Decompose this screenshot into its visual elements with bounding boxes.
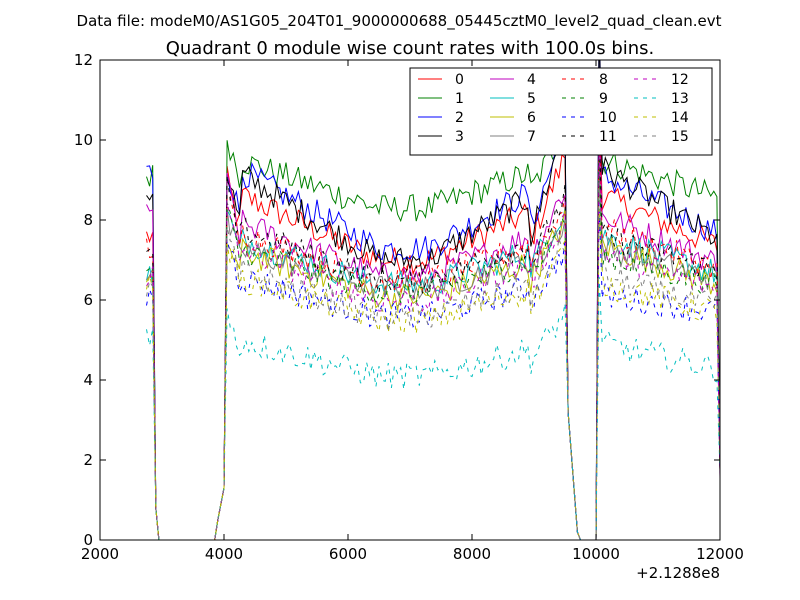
series-line-10 xyxy=(146,203,720,540)
x-tick-label: 8000 xyxy=(453,545,491,563)
series-line-12 xyxy=(146,152,720,540)
legend-label-8: 8 xyxy=(599,72,608,88)
y-tick-label: 4 xyxy=(83,371,93,389)
y-tick-label: 12 xyxy=(74,51,93,69)
series-line-13 xyxy=(146,276,720,540)
series-line-15 xyxy=(146,182,720,540)
series-layer xyxy=(146,60,720,540)
y-tick-label: 2 xyxy=(83,451,93,469)
legend-label-15: 15 xyxy=(671,129,689,145)
legend-frame xyxy=(409,67,713,156)
figure-suptitle: Data file: modeM0/AS1G05_204T01_90000006… xyxy=(77,12,722,31)
series-line-8 xyxy=(146,126,720,540)
legend-label-5: 5 xyxy=(527,91,536,107)
y-tick-label: 10 xyxy=(74,131,93,149)
series-line-3 xyxy=(146,60,720,540)
legend-label-13: 13 xyxy=(671,91,689,107)
legend-label-14: 14 xyxy=(671,110,689,126)
series-line-9 xyxy=(146,153,720,540)
chart-title: Quadrant 0 module wise count rates with … xyxy=(166,38,655,59)
series-line-14 xyxy=(146,208,720,540)
x-offset-label: +2.1288e8 xyxy=(636,564,720,582)
legend-label-9: 9 xyxy=(599,91,608,107)
y-tick-label: 8 xyxy=(83,211,93,229)
y-tick-label: 6 xyxy=(83,291,93,309)
y-tick-label: 0 xyxy=(83,531,93,549)
series-line-6 xyxy=(146,160,720,540)
legend-label-1: 1 xyxy=(455,91,464,107)
legend-label-10: 10 xyxy=(599,110,617,126)
series-line-7 xyxy=(146,170,720,540)
x-tick-label: 6000 xyxy=(329,545,367,563)
x-tick-label: 12000 xyxy=(696,545,744,563)
legend-label-0: 0 xyxy=(455,72,464,88)
legend-label-4: 4 xyxy=(527,72,536,88)
series-line-4 xyxy=(146,116,720,540)
legend-label-3: 3 xyxy=(455,129,464,145)
x-tick-label: 10000 xyxy=(572,545,620,563)
legend-label-11: 11 xyxy=(599,129,617,145)
x-tick-label: 4000 xyxy=(205,545,243,563)
legend-label-6: 6 xyxy=(527,110,536,126)
legend-label-2: 2 xyxy=(455,110,464,126)
legend-label-12: 12 xyxy=(671,72,689,88)
x-tick-label: 2000 xyxy=(81,545,119,563)
legend-label-7: 7 xyxy=(527,129,536,145)
